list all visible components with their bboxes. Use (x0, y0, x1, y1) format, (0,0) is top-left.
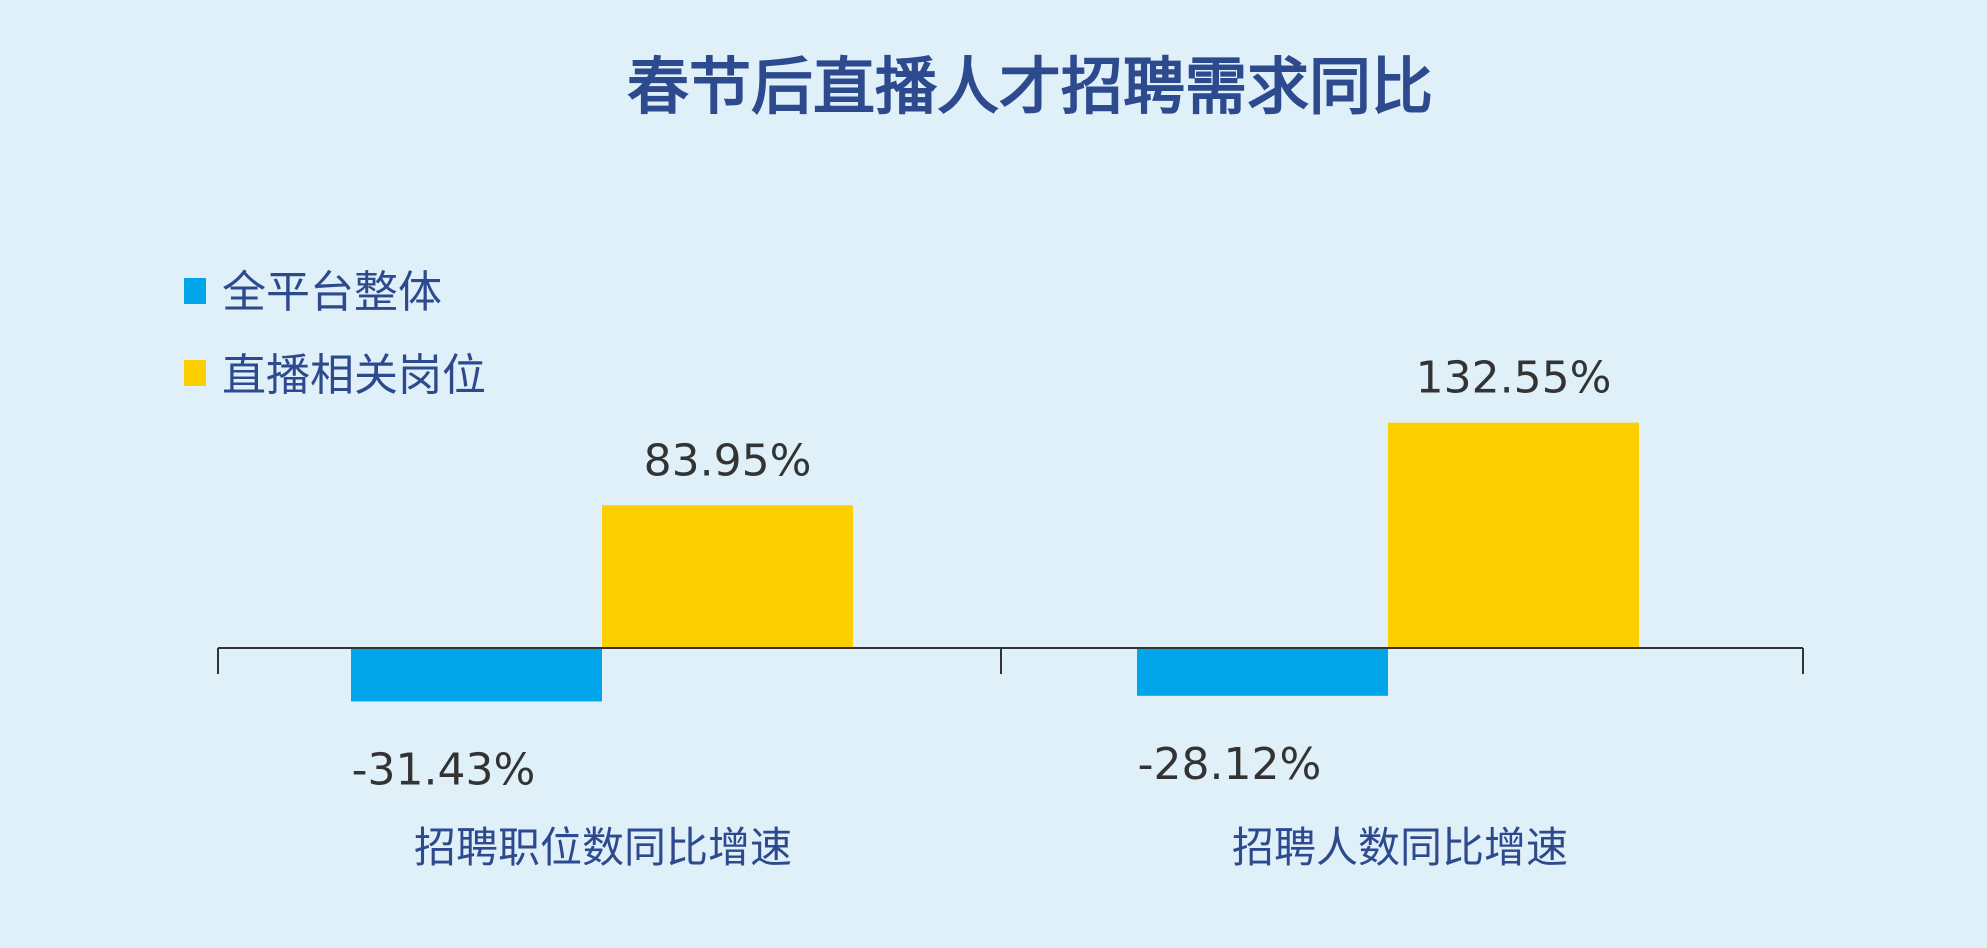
bars (351, 422, 1639, 702)
value-label-overall-0: -31.43% (352, 744, 536, 795)
value-label-overall-1: -28.12% (1138, 739, 1322, 790)
bar-live-0 (602, 505, 853, 648)
bar-overall-0 (351, 648, 602, 702)
x-axis (217, 647, 1804, 674)
bar-live-1 (1388, 422, 1639, 648)
legend-swatch-series-1 (184, 360, 206, 386)
value-label-live-0: 83.95% (644, 435, 812, 486)
legend: 全平台整体 直播相关岗位 (184, 267, 486, 401)
value-label-live-1: 132.55% (1416, 353, 1612, 404)
category-labels: 招聘职位数同比增速 招聘人数同比增速 (414, 823, 1568, 872)
category-label-0: 招聘职位数同比增速 (414, 823, 792, 872)
legend-swatch-series-0 (184, 278, 206, 304)
value-labels: -31.43% 83.95% -28.12% 132.55% (352, 353, 1612, 796)
legend-label-series-0: 全平台整体 (222, 267, 442, 318)
chart-title: 春节后直播人才招聘需求同比 (627, 50, 1433, 123)
bar-overall-1 (1137, 648, 1388, 696)
category-label-1: 招聘人数同比增速 (1232, 823, 1568, 872)
legend-label-series-1: 直播相关岗位 (222, 350, 486, 401)
